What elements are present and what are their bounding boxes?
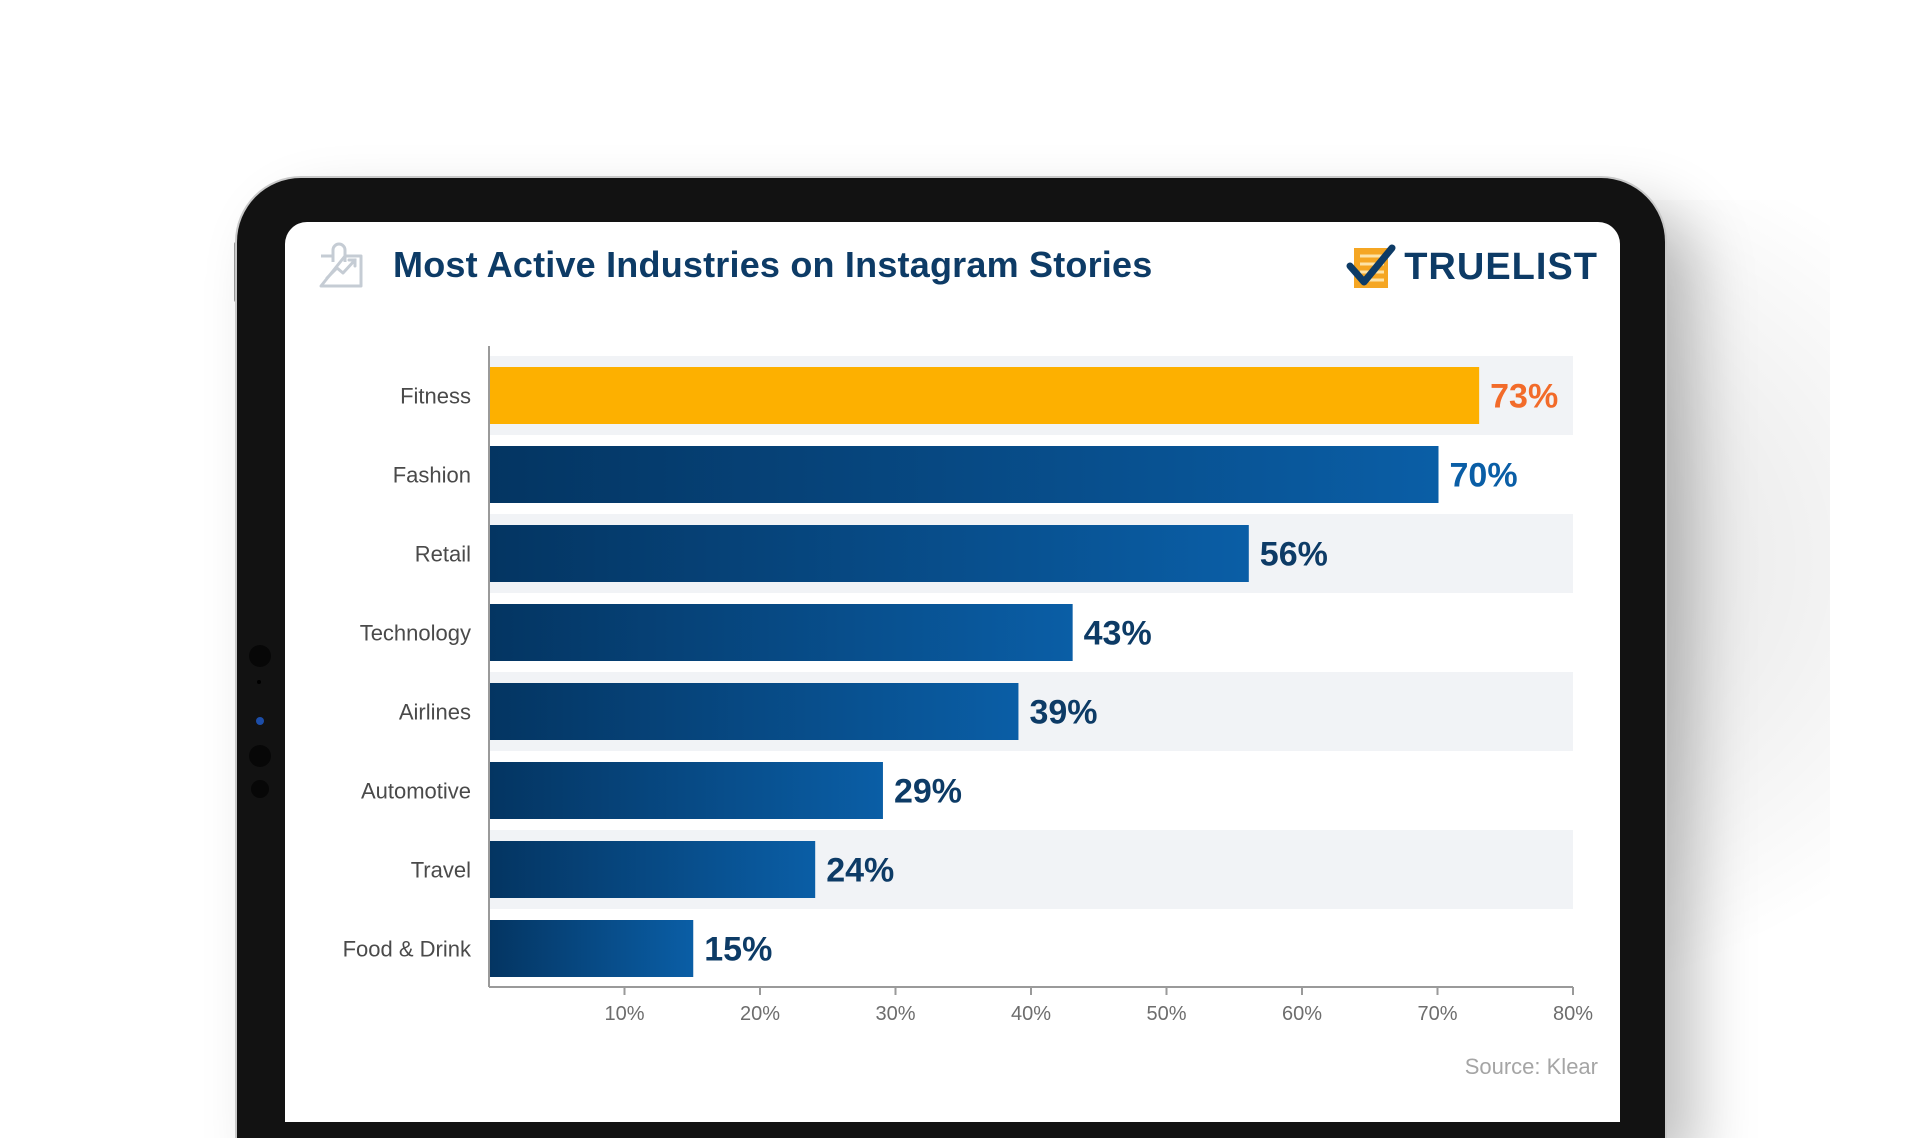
category-label: Fashion — [393, 463, 471, 488]
x-tick-label: 40% — [1011, 1003, 1051, 1025]
x-tick-label: 30% — [875, 1003, 915, 1025]
category-label: Retail — [415, 542, 471, 567]
tablet-sensor — [249, 645, 271, 667]
bar — [490, 525, 1249, 582]
x-tick-label: 70% — [1417, 1003, 1457, 1025]
value-label: 73% — [1490, 378, 1558, 416]
category-label: Technology — [360, 621, 471, 646]
bar — [490, 604, 1073, 661]
category-label: Fitness — [400, 384, 471, 409]
camera-lens-icon — [256, 717, 264, 725]
value-label: 24% — [826, 852, 894, 890]
tablet-sensor — [249, 745, 271, 767]
value-label: 70% — [1450, 457, 1518, 495]
brand-logo: TRUELIST — [1346, 242, 1598, 292]
x-tick-label: 80% — [1553, 1003, 1593, 1025]
chart-title: Most Active Industries on Instagram Stor… — [393, 244, 1153, 285]
category-label: Automotive — [361, 779, 471, 804]
value-label: 43% — [1084, 615, 1152, 653]
category-label: Food & Drink — [343, 937, 472, 962]
chart-header: Most Active Industries on Instagram Stor… — [285, 222, 1620, 312]
x-tick-label: 10% — [604, 1003, 644, 1025]
tablet-sensor — [251, 780, 269, 798]
category-label: Travel — [411, 858, 471, 883]
bar-chart: Fitness 73% Fashion 70% Retail 56% Technology 4… — [343, 346, 1593, 1025]
tablet-side-button — [234, 242, 238, 302]
bar — [490, 446, 1439, 503]
source-note: Source: Klear — [1464, 1054, 1598, 1079]
bar — [490, 841, 816, 898]
brand-name: TRUELIST — [1404, 245, 1598, 288]
x-tick-label: 60% — [1282, 1003, 1322, 1025]
category-label: Airlines — [399, 700, 471, 725]
chart-bag-icon — [319, 242, 363, 288]
x-tick-label: 20% — [740, 1003, 780, 1025]
value-label: 29% — [894, 773, 962, 811]
bar — [490, 367, 1480, 424]
bar — [490, 762, 883, 819]
bar — [490, 683, 1019, 740]
value-label: 56% — [1260, 536, 1328, 574]
tablet-sensor — [257, 680, 261, 684]
value-label: 15% — [704, 931, 772, 969]
tablet-screen: Most Active Industries on Instagram Stor… — [285, 222, 1620, 1122]
bar — [490, 920, 694, 977]
value-label: 39% — [1029, 694, 1097, 732]
x-tick-label: 50% — [1146, 1003, 1186, 1025]
checkmark-list-icon — [1346, 244, 1396, 288]
